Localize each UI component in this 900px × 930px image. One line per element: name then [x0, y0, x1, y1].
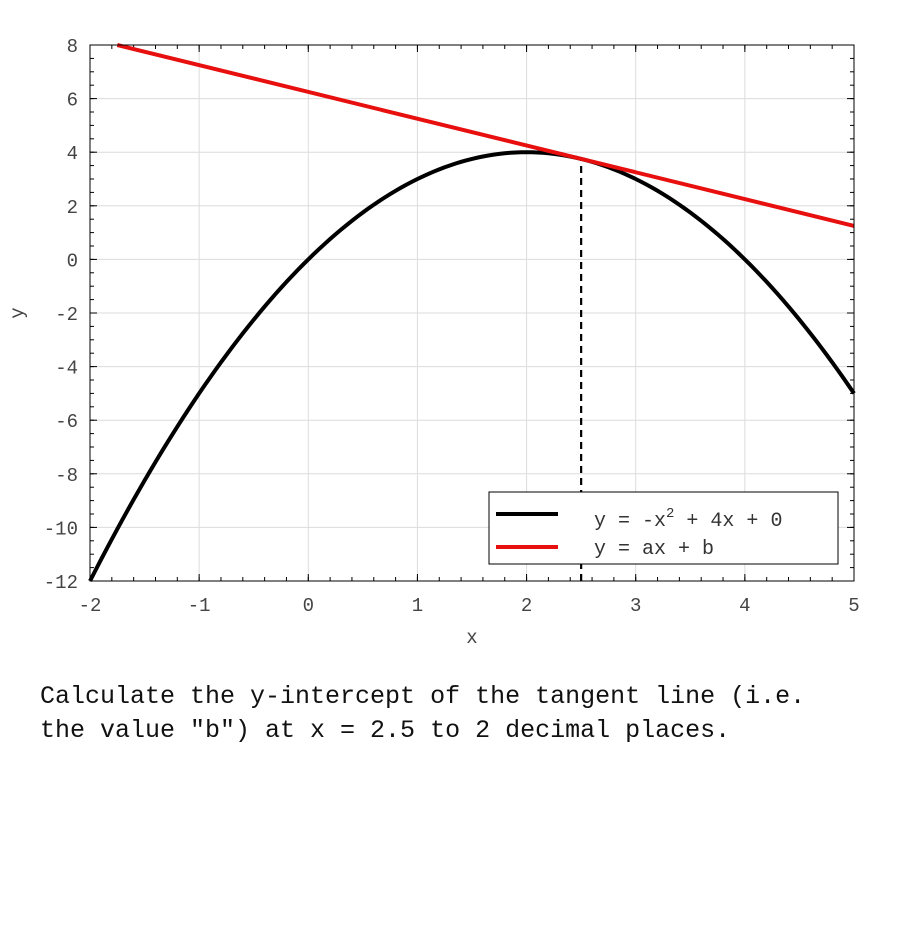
y-tick-label: -2	[55, 304, 78, 326]
y-tick-label: -6	[55, 411, 78, 433]
x-tick-label: 0	[303, 595, 314, 617]
y-tick-label: -10	[44, 518, 78, 540]
y-tick-label: -8	[55, 465, 78, 487]
y-tick-label: 2	[67, 197, 78, 219]
parabola-curve	[88, 150, 856, 582]
y-axis-title: y	[7, 307, 29, 318]
legend-parabola-tail: + 4x + 0	[674, 510, 782, 533]
tangent-line	[116, 43, 855, 228]
legend-label-tangent: y = ax + b	[594, 538, 714, 561]
x-tick-label: -1	[188, 595, 211, 617]
y-tick-label: 4	[67, 143, 78, 165]
x-tick-label: 4	[739, 595, 750, 617]
question-text: Calculate the y-intercept of the tangent…	[40, 682, 806, 745]
legend-box	[488, 491, 839, 565]
y-tick-label: -12	[44, 572, 78, 594]
x-tick-label: 3	[630, 595, 641, 617]
legend: y = -x2 + 4x + 0 y = ax + b	[488, 491, 839, 565]
x-tick-label: 5	[848, 595, 859, 617]
y-tick-label: -4	[55, 358, 78, 380]
y-tick-label: 6	[67, 90, 78, 112]
y-tick-label: 0	[67, 250, 78, 272]
x-axis-title: x	[466, 627, 477, 649]
x-tick-label: -2	[79, 595, 102, 617]
legend-parabola-base: y = -x	[594, 510, 666, 533]
legend-label-parabola: y = -x2 + 4x + 0	[594, 506, 782, 533]
legend-parabola-exponent: 2	[666, 506, 674, 522]
grid	[90, 45, 854, 581]
series-layer	[88, 43, 856, 582]
y-tick-label: 8	[67, 36, 78, 58]
x-tick-label: 1	[412, 595, 423, 617]
plot-frame	[89, 44, 855, 582]
x-tick-label: 2	[521, 595, 532, 617]
